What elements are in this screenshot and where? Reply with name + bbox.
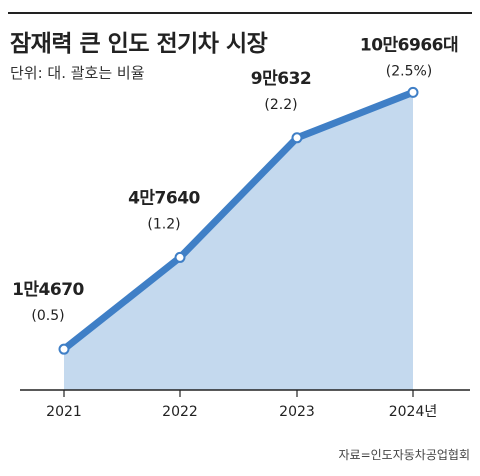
data-ratio-label: (0.5) bbox=[31, 308, 64, 324]
x-tick-label: 2022 bbox=[162, 404, 198, 420]
data-point bbox=[174, 251, 186, 263]
data-ratio-label: (2.5%) bbox=[386, 63, 433, 79]
top-rule bbox=[8, 12, 472, 14]
data-value-label: 4만7640 bbox=[128, 188, 200, 208]
chart-title: 잠재력 큰 인도 전기차 시장 bbox=[10, 31, 268, 57]
data-point bbox=[291, 132, 303, 144]
area-fill bbox=[64, 92, 413, 391]
data-value-label: 1만4670 bbox=[12, 280, 84, 300]
data-ratio-label: (2.2) bbox=[264, 97, 297, 113]
data-point bbox=[407, 86, 419, 98]
source-note: 자료=인도자동차공업협회 bbox=[338, 448, 471, 462]
x-tick-label: 2021 bbox=[46, 404, 82, 420]
series-line bbox=[60, 88, 417, 353]
data-value-label: 9만632 bbox=[251, 69, 311, 89]
data-ratio-label: (1.2) bbox=[147, 216, 180, 232]
chart-subtitle: 단위: 대. 괄호는 비율 bbox=[10, 64, 145, 82]
x-tick-label: 2023 bbox=[279, 404, 315, 420]
x-tick-label: 2024년 bbox=[389, 404, 438, 420]
data-value-label: 10만6966대 bbox=[360, 35, 458, 55]
data-point bbox=[58, 343, 70, 355]
